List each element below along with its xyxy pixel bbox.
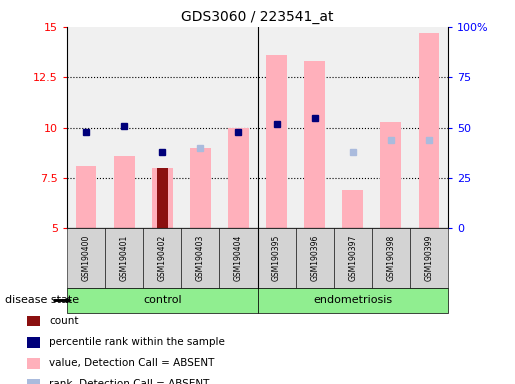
Text: endometriosis: endometriosis [313,295,392,306]
Text: GSM190398: GSM190398 [386,235,396,281]
Text: GSM190401: GSM190401 [119,235,129,281]
Text: percentile rank within the sample: percentile rank within the sample [49,337,225,347]
Text: count: count [49,316,78,326]
Bar [152,168,173,228]
Bar [266,55,287,228]
Bar [157,168,167,228]
Bar [67,27,105,228]
Bar [381,122,401,228]
Bar [219,27,258,228]
Text: GSM190402: GSM190402 [158,235,167,281]
Bar [410,27,448,228]
Text: GSM190399: GSM190399 [424,235,434,281]
Text: GSM190396: GSM190396 [310,235,319,281]
Text: GSM190403: GSM190403 [196,235,205,281]
Bar [114,156,134,228]
Bar [296,27,334,228]
Text: GSM190395: GSM190395 [272,235,281,281]
Text: control: control [143,295,181,306]
Text: value, Detection Call = ABSENT: value, Detection Call = ABSENT [49,358,214,368]
Bar [228,127,249,228]
Bar [105,27,143,228]
Text: disease state: disease state [5,295,79,306]
Text: GSM190400: GSM190400 [81,235,91,281]
Bar [372,27,410,228]
Bar [190,148,211,228]
Bar [342,190,363,228]
Text: GSM190397: GSM190397 [348,235,357,281]
Bar [181,27,219,228]
Bar [258,27,296,228]
Bar [76,166,96,228]
Text: rank, Detection Call = ABSENT: rank, Detection Call = ABSENT [49,379,209,384]
Bar [419,33,439,228]
Title: GDS3060 / 223541_at: GDS3060 / 223541_at [181,10,334,25]
Bar [143,27,181,228]
Bar [334,27,372,228]
Text: GSM190404: GSM190404 [234,235,243,281]
Bar [304,61,325,228]
